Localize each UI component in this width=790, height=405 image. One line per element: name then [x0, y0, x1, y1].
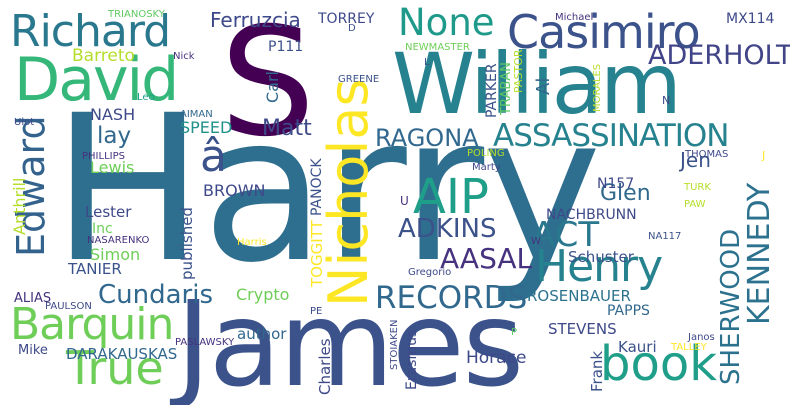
word-barreto: Barreto [72, 46, 135, 66]
word-frank: Frank [588, 350, 606, 392]
word-lester: Lester [85, 203, 132, 221]
word-simon: Simon [90, 245, 141, 264]
word-barquin: Barquin [10, 299, 174, 350]
word-u: U [400, 194, 409, 208]
word-n: N [662, 94, 671, 107]
word-thomas: THOMAS [685, 149, 729, 160]
word-charles: Charles [316, 338, 334, 395]
word-alias: ALIAS [14, 291, 52, 306]
word-stevens: STEVENS [548, 320, 617, 338]
word-anthrill: Anthrill [10, 177, 29, 235]
word-w: W [531, 236, 541, 247]
word-erasmus: Erasmus [404, 329, 420, 390]
word-casimiro: Casimiro [507, 5, 701, 59]
word-richard: Richard [10, 6, 171, 57]
word-records: RECORDS [375, 280, 528, 316]
word-p: P [511, 327, 518, 338]
word-aip: AIP [413, 169, 489, 225]
word-greene: GREENE [338, 74, 380, 85]
word-crypto: Crypto [236, 285, 290, 304]
word-pe: PE [310, 306, 323, 317]
word-david: David [14, 45, 179, 115]
word-paslawsky: PASLAWSKY [175, 337, 235, 348]
word-pastor: PASTOR [512, 49, 525, 93]
word-jen: Jen [680, 148, 711, 172]
word-harry: Harry [52, 71, 602, 307]
word-matt: Matt [262, 116, 312, 141]
word-lay: lay [97, 123, 132, 149]
word-speed: SPEED [180, 118, 233, 137]
word-gregorio: Gregorio [408, 267, 452, 278]
word-paw: PAW [684, 199, 706, 210]
word-schuster: Schuster [568, 248, 634, 266]
word-l: L [424, 57, 430, 68]
word-author: author [237, 325, 287, 343]
word-janos: Janos [688, 332, 715, 343]
word-true: True [66, 341, 164, 395]
word-henry: Henry [535, 241, 663, 292]
word-none: None [398, 1, 495, 44]
word-j: J [762, 149, 766, 162]
word-cundaris: Cundaris [98, 280, 214, 310]
word-paulson: PAULSON [45, 301, 92, 312]
word-michael: Michael [555, 12, 594, 23]
word-talley: TALLEY [671, 342, 707, 353]
word-assassination: ASSASSINATION [493, 118, 729, 154]
word-aasal: AASAL [440, 242, 533, 275]
word-papps: PAPPS [607, 303, 650, 319]
word-n157: N157 [597, 176, 635, 192]
word-kennedy: KENNEDY [742, 182, 777, 325]
word-nicholas: Nicholas [317, 78, 380, 307]
word-book: book [600, 336, 717, 392]
word-al: Al [533, 77, 554, 95]
word-toggitt: TOGGITT [308, 220, 326, 287]
word-rosenbauer: ROSENBAUER [527, 287, 631, 305]
word-william: William [392, 35, 682, 133]
word-d: D [348, 23, 356, 34]
word-newmaster: NEWMASTER [405, 42, 470, 53]
word-nash: NASH [90, 105, 136, 124]
word-poling: POLING [467, 148, 505, 159]
word-ragona: RAGONA [375, 124, 479, 152]
word-glen: Glen [600, 181, 651, 206]
word-inc: Inc [92, 221, 113, 237]
word-kauri: Kauri [618, 338, 657, 356]
word-james: James [176, 275, 524, 405]
word-leo: Leo [137, 92, 155, 103]
word-aderholt: ADERHOLT [648, 40, 790, 71]
word-nick: Nick [173, 51, 195, 62]
word-panock: PANOCK [309, 158, 325, 216]
word-torrey: TORREY [318, 11, 375, 27]
word-tanier: TANIER [68, 260, 122, 278]
word-s: S [220, 0, 316, 170]
word-a-circ: â [200, 131, 227, 182]
word-horace: Horace [466, 348, 527, 368]
word-act: ACT [532, 215, 600, 255]
word-aiman: AIMAN [180, 109, 213, 120]
word-nasarenko: NASARENKO [87, 235, 150, 246]
word-marty: Marty [472, 162, 501, 173]
word-phillips: PHILLIPS [82, 151, 125, 162]
word-nachbrunn: NACHBRUNN [546, 207, 637, 223]
word-morales: MORALES [592, 63, 603, 112]
word-turk: TURK [684, 182, 711, 193]
word-mike: Mike [18, 343, 48, 358]
word-trianosky: TRIANOSKY [108, 9, 165, 20]
word-brown: BROWN [203, 181, 266, 200]
word-p111: P111 [268, 39, 304, 55]
word-published: published [178, 207, 196, 280]
word-adkins: ADKINS [398, 214, 497, 244]
word-darakauskas: DARAKAUSKAS [66, 345, 178, 363]
word-mx114: MX114 [726, 11, 775, 27]
word-ferruzcia: Ferruzcia [210, 8, 301, 32]
word-carl: Carl [263, 71, 282, 103]
word-stoiaken: STOIAKEN [389, 319, 400, 370]
word-sherwood: SHERWOOD [716, 228, 746, 385]
word-parker: PARKER [484, 63, 500, 118]
word-lewis: Lewis [90, 158, 135, 177]
word-harris: Harris [237, 237, 267, 248]
word-ulot: Ulot [14, 117, 35, 128]
word-na117: NA117 [648, 231, 682, 242]
